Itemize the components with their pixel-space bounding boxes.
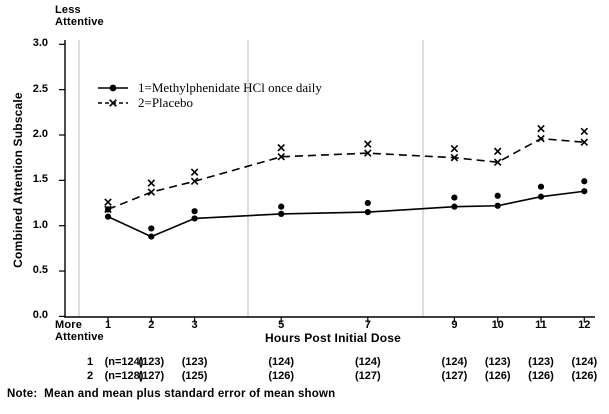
less-attentive-line1: Less (55, 4, 81, 16)
legend-label: 2=Placebo (138, 94, 193, 110)
y-tick-label: 3.0 (32, 37, 48, 50)
mean-x-marker (104, 205, 112, 214)
chart-legend: 1=Methylphenidate HCl once daily 2=Placeb… (97, 80, 322, 110)
mean-plus-se-circle-marker (148, 225, 155, 232)
sample-size-value: (124) (571, 356, 598, 368)
less-attentive-label: Less Attentive (55, 4, 104, 28)
series-line-methylphenidate (107, 190, 585, 238)
legend-dashed-line-x-icon (98, 98, 128, 107)
mean-circle-marker (494, 202, 501, 209)
sample-size-row-label: 1 (86, 356, 94, 368)
x-tick-label: 11 (535, 319, 547, 331)
sample-size-value: (126) (571, 370, 598, 382)
y-tick-label: 1.5 (32, 173, 48, 186)
mean-x-marker (190, 177, 199, 186)
sample-size-value: (127) (354, 370, 381, 382)
mean-plus-se-circle-marker (451, 194, 458, 201)
sample-size-value: (123) (181, 356, 208, 368)
mean-plus-se-circle-marker (278, 203, 285, 210)
sample-size-value: (124) (268, 356, 295, 368)
mean-plus-se-x-marker (147, 179, 156, 187)
sample-size-value: (n=128) (104, 370, 144, 382)
x-tick-label: 7 (364, 319, 371, 331)
x-tick-label: 12 (578, 319, 591, 331)
mean-x-marker (580, 138, 589, 147)
figure-note: Note: Mean and mean plus standard error … (7, 388, 336, 400)
sample-size-value: (123) (138, 356, 165, 368)
y-tick-label: 0.0 (32, 309, 48, 322)
mean-circle-marker (148, 233, 155, 240)
mean-plus-se-x-marker (580, 127, 589, 136)
sample-size-value: (n=124) (104, 356, 144, 368)
y-tick-label: 0.5 (32, 264, 48, 277)
mean-plus-se-x-marker (277, 143, 285, 152)
mean-circle-marker (537, 193, 545, 200)
x-tick-label: 5 (278, 319, 285, 331)
less-attentive-line2: Attentive (55, 15, 104, 28)
mean-circle-marker (278, 210, 285, 218)
sample-size-row: 1 (n=124) (123) (123) (124) (124) (124) (123) (1… (0, 356, 609, 369)
mean-circle-marker (191, 215, 198, 222)
y-tick-label: 2.0 (32, 128, 48, 140)
mean-plus-se-circle-marker (191, 208, 198, 215)
mean-x-marker (450, 153, 459, 162)
x-tick-label: 1 (104, 319, 112, 331)
sample-size-row-label: 2 (86, 370, 94, 382)
legend-solid-line-circle-icon (98, 84, 128, 91)
sample-size-value: (126) (484, 370, 511, 382)
mean-circle-marker (581, 188, 588, 195)
more-attentive-label: More Attentive (55, 319, 104, 343)
sample-size-value: (126) (268, 370, 295, 382)
mean-plus-se-x-marker (190, 168, 199, 176)
sample-size-value: (124) (354, 356, 381, 368)
x-axis-title: Hours Post Initial Dose (265, 331, 401, 345)
mean-plus-se-x-marker (493, 147, 502, 156)
sample-size-value: (124) (441, 356, 468, 368)
series-line-placebo (107, 137, 585, 211)
mean-x-marker (364, 149, 372, 157)
mean-circle-marker (104, 213, 112, 220)
sample-size-value: (127) (138, 370, 165, 382)
x-tick-label: 3 (191, 319, 198, 331)
y-tick-label: 2.5 (32, 82, 48, 95)
more-attentive-line1: More (55, 319, 83, 331)
sample-size-value: (123) (484, 356, 511, 368)
sample-size-row: 2 (n=128) (127) (125) (126) (127) (127) (126) (1… (0, 370, 609, 383)
mean-plus-se-circle-marker (537, 183, 545, 190)
sample-size-value: (126) (528, 370, 554, 382)
mean-circle-marker (364, 208, 371, 216)
x-tick-label: 2 (148, 319, 155, 331)
x-tick-label: 10 (491, 319, 504, 331)
mean-plus-se-x-marker (104, 198, 112, 206)
sample-size-value: (123) (528, 356, 554, 368)
mean-circle-marker (451, 203, 458, 210)
mean-x-marker (277, 153, 285, 161)
sample-size-value: (127) (441, 370, 468, 382)
mean-x-marker (493, 158, 502, 166)
legend-item: 2=Placebo (97, 95, 322, 110)
mean-plus-se-x-marker (450, 144, 459, 153)
y-tick-label: 1.0 (32, 218, 48, 231)
more-attentive-line2: Attentive (55, 330, 104, 343)
mean-plus-se-circle-marker (364, 199, 371, 207)
mean-plus-se-x-marker (364, 140, 372, 148)
mean-plus-se-circle-marker (494, 192, 501, 199)
legend-item: 1=Methylphenidate HCl once daily (97, 80, 322, 95)
sample-size-value: (125) (181, 370, 208, 382)
mean-x-marker (147, 188, 156, 196)
mean-plus-se-circle-marker (581, 178, 588, 185)
legend-label: 1=Methylphenidate HCl once daily (138, 79, 322, 95)
mean-x-marker (537, 134, 545, 143)
x-tick-label: 9 (451, 319, 458, 331)
mean-plus-se-x-marker (537, 124, 545, 133)
